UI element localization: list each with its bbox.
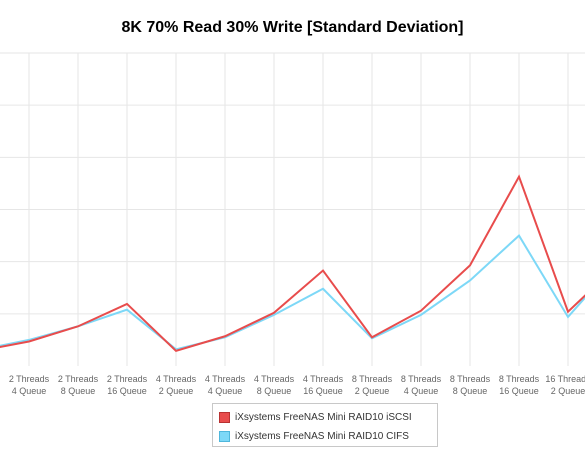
x-tick-label: 8 Threads <box>352 374 393 384</box>
legend-item-iscsi[interactable]: iXsystems FreeNAS Mini RAID10 iSCSI <box>219 409 412 425</box>
series-lines <box>0 174 585 352</box>
legend-label-cifs: iXsystems FreeNAS Mini RAID10 CIFS <box>235 430 409 442</box>
x-tick-label: 4 Threads <box>156 374 197 384</box>
x-tick-label: 4 Threads <box>205 374 246 384</box>
series-line-iscsi[interactable] <box>0 174 585 352</box>
legend-label-iscsi: iXsystems FreeNAS Mini RAID10 iSCSI <box>235 411 412 423</box>
x-tick-label: 2 Threads <box>9 374 50 384</box>
x-tick-label: 4 Queue <box>208 386 243 396</box>
series-line-cifs[interactable] <box>0 234 585 351</box>
x-tick-label: 16 Queue <box>303 386 343 396</box>
x-tick-label: 4 Threads <box>303 374 344 384</box>
gridlines <box>0 52 585 366</box>
x-tick-label: 8 Queue <box>257 386 292 396</box>
x-tick-label: 8 Threads <box>450 374 491 384</box>
legend-swatch-iscsi <box>219 411 230 423</box>
x-tick-label: 2 Queue <box>159 386 194 396</box>
x-tick-label: 4 Queue <box>12 386 47 396</box>
chart-title: 8K 70% Read 30% Write [Standard Deviatio… <box>121 19 464 36</box>
x-tick-label: 8 Threads <box>401 374 442 384</box>
x-tick-label: 8 Queue <box>61 386 96 396</box>
x-tick-label: 16 Queue <box>499 386 539 396</box>
x-axis-tick-labels: 2 Threads 2 Queue 2 Threads 4 Queue 2 Thread… <box>0 374 585 396</box>
x-tick-label: 16 Threads <box>545 374 585 384</box>
legend-swatch-cifs <box>219 430 230 442</box>
legend-item-cifs[interactable]: iXsystems FreeNAS Mini RAID10 CIFS <box>219 428 409 444</box>
x-tick-label: 8 Queue <box>453 386 488 396</box>
x-tick-label: 2 Threads <box>107 374 148 384</box>
x-tick-label: 16 Queue <box>107 386 147 396</box>
chart-legend: iXsystems FreeNAS Mini RAID10 iSCSI iXsy… <box>212 403 438 447</box>
x-tick-label: 8 Threads <box>499 374 540 384</box>
x-tick-label: 2 Threads <box>0 374 1 384</box>
x-tick-label: 2 Threads <box>58 374 99 384</box>
x-tick-label: 2 Queue <box>551 386 585 396</box>
x-tick-label: 4 Queue <box>404 386 439 396</box>
x-tick-label: 2 Queue <box>355 386 390 396</box>
x-tick-label: 4 Threads <box>254 374 295 384</box>
